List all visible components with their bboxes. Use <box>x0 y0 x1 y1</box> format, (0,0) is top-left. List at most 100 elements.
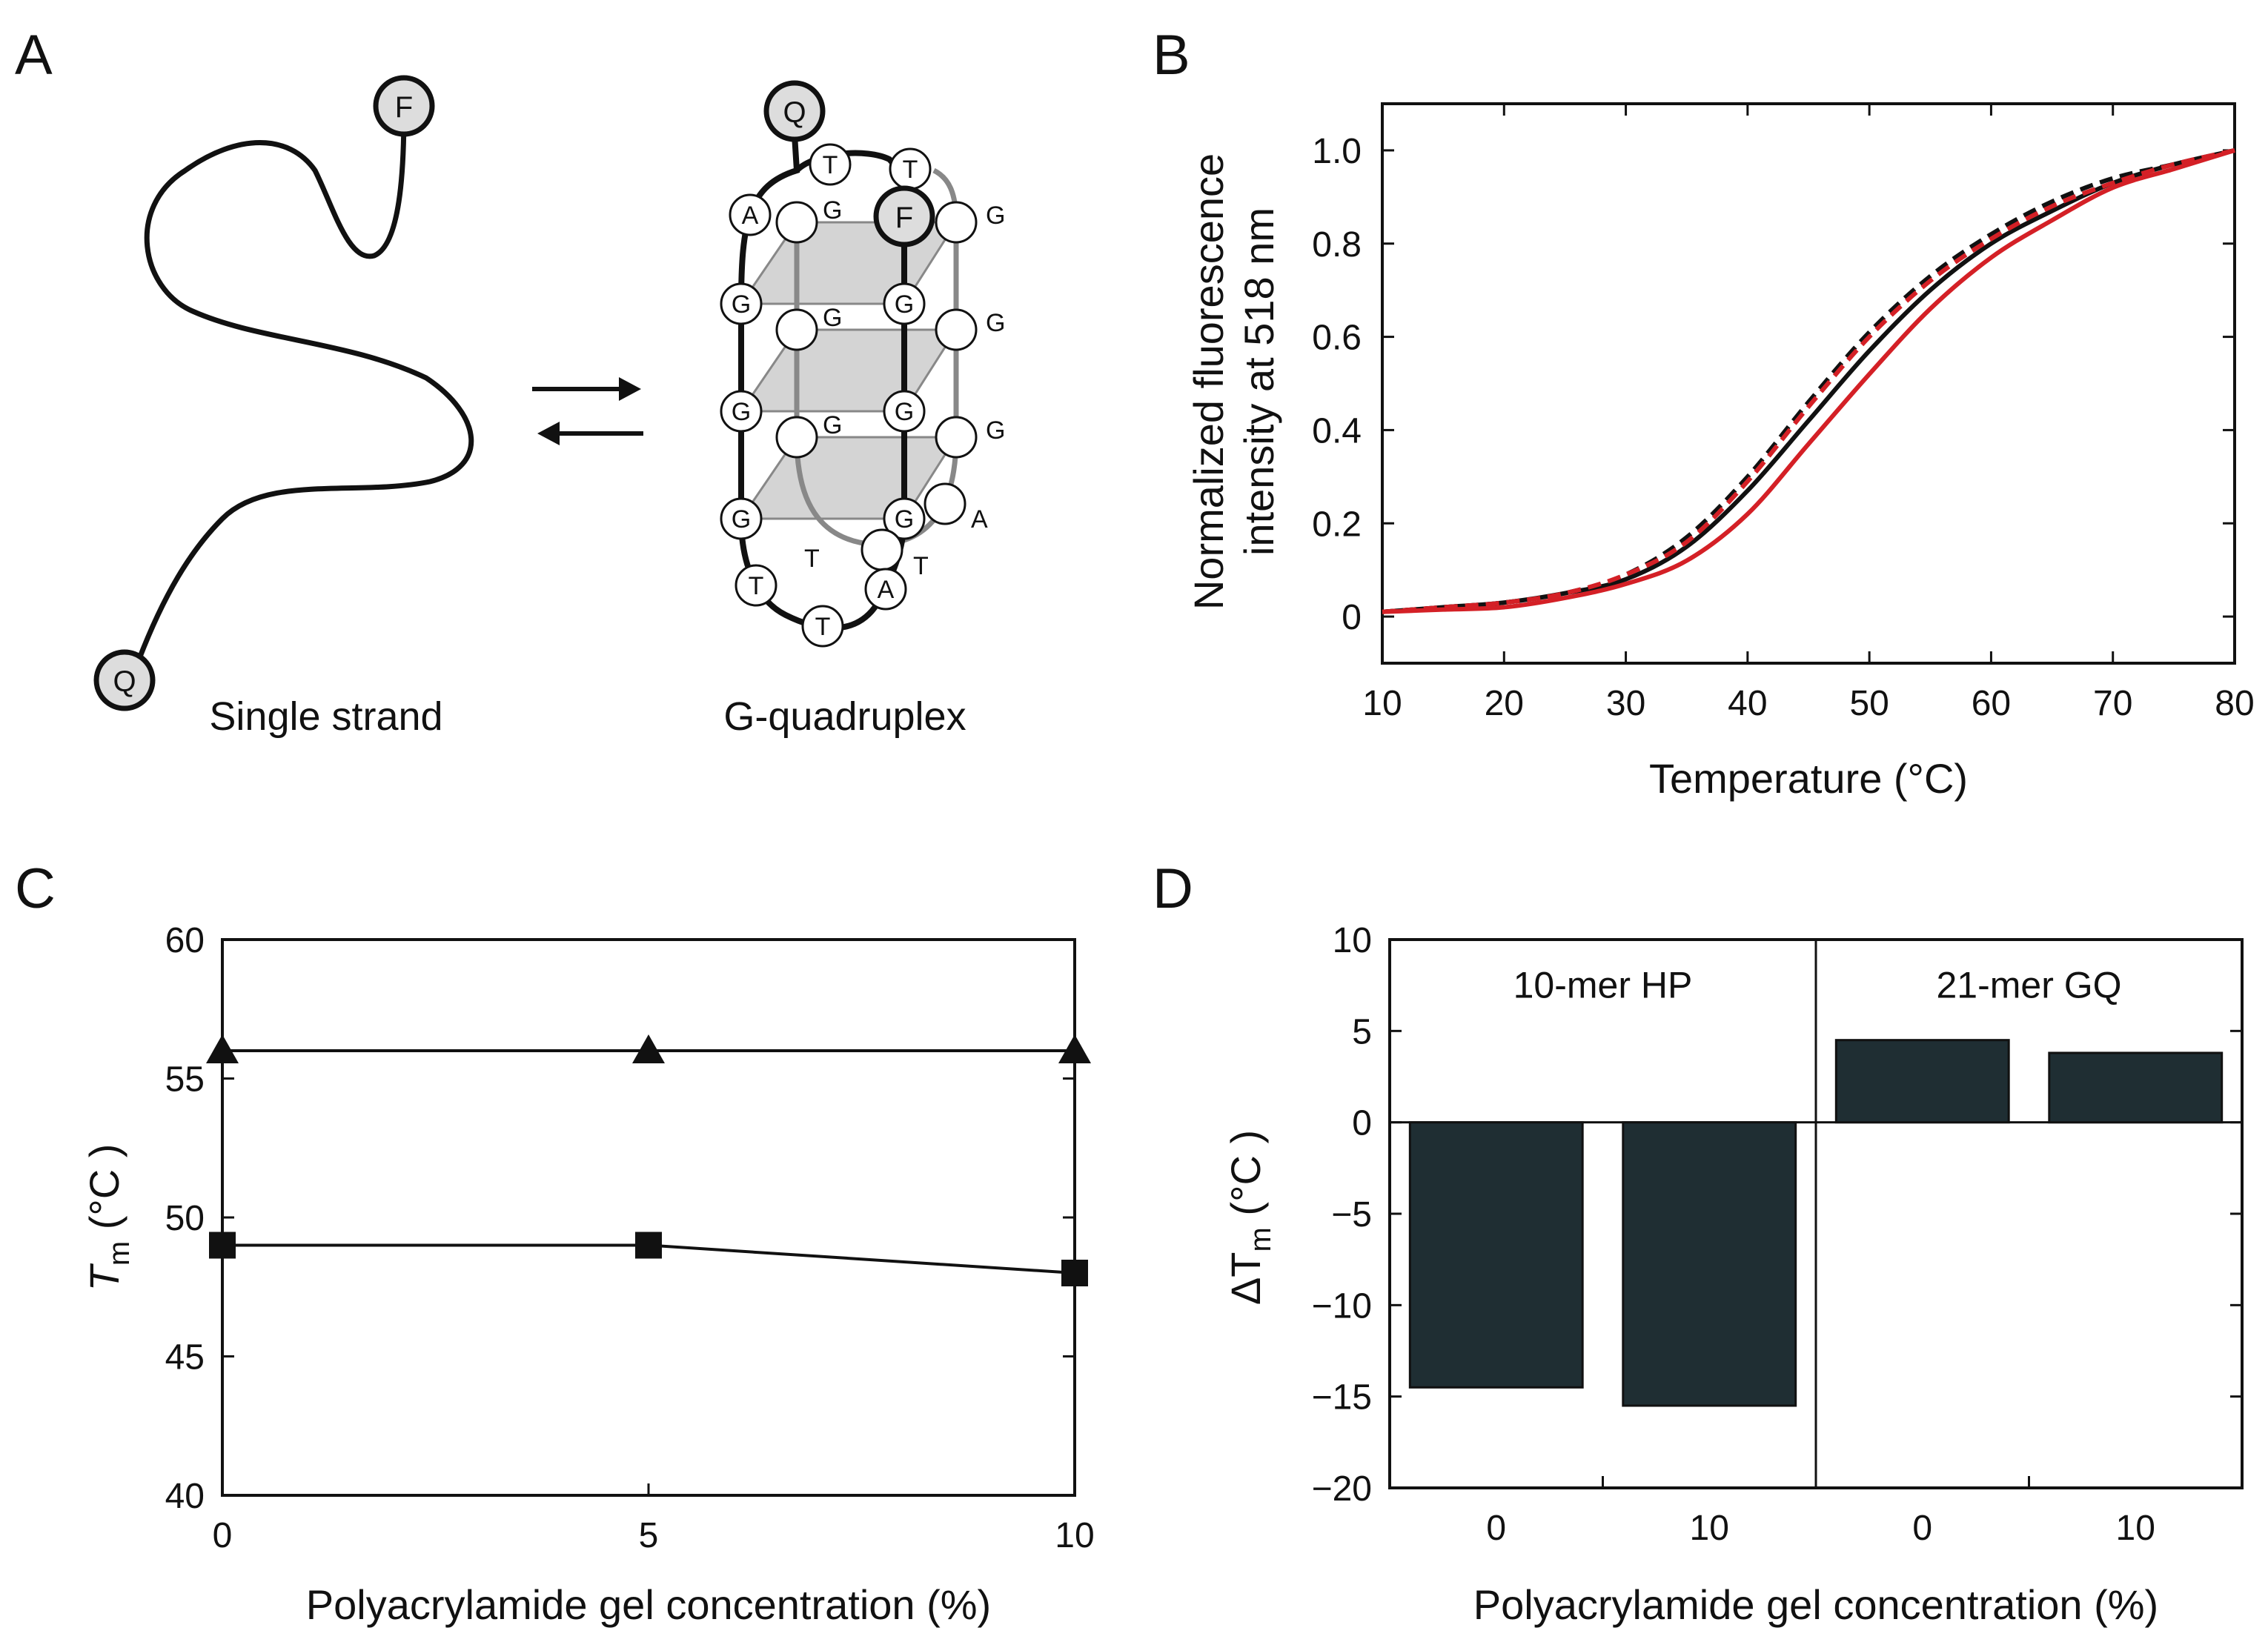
panel-d-xtick-label: 0 <box>1486 1509 1506 1548</box>
panel-d-ytick-label: 10 <box>1333 921 1372 960</box>
panel-b-series-line-0 <box>1382 147 2235 614</box>
svg-text:G: G <box>732 505 751 534</box>
g-quadruplex-caption: G-quadruplex <box>723 694 966 739</box>
svg-text:G: G <box>895 505 914 534</box>
panel-c-ytick-label: 60 <box>165 921 205 960</box>
panel-c-ytick-label: 45 <box>165 1338 205 1378</box>
panel-d-xlabel: Polyacrylamide gel concentration (%) <box>1473 1581 2158 1628</box>
panel-b-series-line-1 <box>1382 147 2235 614</box>
panel-d-ytick-label: −5 <box>1331 1195 1372 1234</box>
panel-c-triangle-marker <box>206 1034 239 1063</box>
svg-text:G: G <box>823 304 842 332</box>
fluorophore-free: F <box>373 75 435 137</box>
panel-c-frame <box>221 938 1076 1497</box>
panel-b-series <box>1382 147 2235 614</box>
single-strand-caption: Single strand <box>209 694 442 739</box>
svg-text:G: G <box>732 398 751 426</box>
panel-b-xtick-label: 40 <box>1728 684 1767 723</box>
svg-text:T: T <box>903 156 918 184</box>
svg-text:G: G <box>986 416 1005 445</box>
panel-c-chart: C 0 5 10 40 45 50 55 60 Polyacrylamide gel conc… <box>15 857 1095 1628</box>
panel-b-xtick-label: 50 <box>1849 684 1889 723</box>
panel-d-bar <box>1834 1039 2010 1124</box>
panel-b-label: B <box>1153 24 1190 87</box>
panel-d-ytick-label: 5 <box>1352 1012 1372 1051</box>
panel-b-ytick-label: 0.4 <box>1312 411 1362 451</box>
panel-c-xtick-label: 10 <box>1055 1516 1094 1555</box>
panel-b-ytick-label: 1.0 <box>1312 132 1362 171</box>
svg-text:A: A <box>742 202 759 230</box>
panel-d-chart: D 10 5 0 −5 −10 −15 −20 10-mer HP 0 10 21-mer GQ 0… <box>1153 857 2244 1628</box>
panel-a-label: A <box>15 24 53 87</box>
panel-c-ytick-label: 40 <box>165 1477 205 1516</box>
svg-text:T: T <box>749 572 764 600</box>
panel-d-xtick-label: 10 <box>1690 1509 1729 1548</box>
panel-d-bar <box>1408 1121 1584 1389</box>
panel-b-xtick-label: 20 <box>1485 684 1524 723</box>
panel-c-triangle-marker <box>632 1034 665 1063</box>
svg-text:G: G <box>895 398 914 426</box>
svg-text:Q: Q <box>113 665 136 698</box>
panel-b-ylabel: Normalized fluorescence intensity at 518… <box>1185 153 1282 610</box>
panel-b-xtick-label: 70 <box>2093 684 2132 723</box>
panel-d-group-label: 21-mer GQ <box>1936 965 2121 1006</box>
svg-text:G: G <box>986 202 1005 230</box>
panel-b-ytick-label: 0 <box>1342 598 1362 637</box>
panel-d-bar <box>1622 1121 1797 1407</box>
panel-d-bars: 10-mer HP 0 10 21-mer GQ 0 10 <box>1408 965 2224 1548</box>
svg-text:F: F <box>895 202 913 234</box>
panel-c-series <box>206 1034 1091 1286</box>
panel-a-diagram: A F Q Single strand <box>15 24 1005 739</box>
panel-b-ticks: 10 20 30 40 50 60 70 80 0 0.2 0.4 0.6 0.8 1.0 <box>1312 104 2255 723</box>
panel-d-xtick-label: 0 <box>1912 1509 1932 1548</box>
panel-d-ytick-label: 0 <box>1352 1104 1372 1143</box>
equilibrium-arrows-icon <box>532 377 643 445</box>
panel-b-frame <box>1381 102 2236 665</box>
svg-text:T: T <box>823 151 838 179</box>
panel-b-xtick-label: 10 <box>1362 684 1402 723</box>
panel-b-xtick-label: 30 <box>1606 684 1645 723</box>
panel-b-ytick-label: 0.8 <box>1312 225 1362 265</box>
g-quadruplex-diagram: Q <box>720 80 1005 648</box>
nucleotide-circles <box>720 143 978 648</box>
panel-c-square-marker <box>209 1232 236 1259</box>
svg-text:Normalized fluorescence: Normalized fluorescence <box>1185 153 1232 610</box>
panel-c-ytick-label: 50 <box>165 1199 205 1238</box>
panel-d-label: D <box>1153 857 1193 920</box>
svg-text:T: T <box>804 545 820 573</box>
panel-b-ytick-label: 0.2 <box>1312 505 1362 544</box>
svg-text:G: G <box>823 196 842 225</box>
svg-text:F: F <box>395 91 413 124</box>
svg-text:A: A <box>971 505 988 534</box>
svg-text:Q: Q <box>783 96 806 129</box>
panel-d-group-label: 10-mer HP <box>1513 965 1693 1006</box>
panel-c-xtick-label: 0 <box>213 1516 233 1555</box>
panel-b-xtick-label: 60 <box>1972 684 2011 723</box>
quencher-free: Q <box>93 649 156 711</box>
single-strand-curve <box>130 110 474 676</box>
panel-d-ytick-label: −15 <box>1312 1378 1372 1418</box>
panel-d-bar <box>2048 1051 2224 1124</box>
svg-text:intensity at 518 nm: intensity at 518 nm <box>1236 207 1282 556</box>
svg-text:G: G <box>986 309 1005 337</box>
svg-text:G: G <box>732 290 751 319</box>
panel-b-xlabel: Temperature (°C) <box>1649 755 1968 802</box>
panel-c-ylabel: Tm (°C ) <box>81 1144 136 1292</box>
svg-text:T: T <box>815 613 831 641</box>
panel-d-ytick-label: −10 <box>1312 1286 1372 1326</box>
panel-b-xtick-label: 80 <box>2215 684 2254 723</box>
panel-c-square-marker <box>635 1232 662 1259</box>
panel-d-ylabel: ΔTm (°C ) <box>1222 1130 1277 1305</box>
panel-c-square-marker <box>1061 1260 1088 1286</box>
panel-c-ticks: 0 5 10 40 45 50 55 60 <box>165 921 1095 1555</box>
panel-c-xtick-label: 5 <box>639 1516 659 1555</box>
svg-text:T: T <box>913 552 929 580</box>
panel-c-ytick-label: 55 <box>165 1060 205 1100</box>
panel-b-series-line-3 <box>1382 148 2235 614</box>
panel-c-triangle-marker <box>1058 1034 1091 1063</box>
panel-b-ytick-label: 0.6 <box>1312 319 1362 358</box>
panel-c-xlabel: Polyacrylamide gel concentration (%) <box>306 1581 991 1628</box>
panel-d-xtick-label: 10 <box>2116 1509 2155 1548</box>
svg-text:G: G <box>823 411 842 439</box>
